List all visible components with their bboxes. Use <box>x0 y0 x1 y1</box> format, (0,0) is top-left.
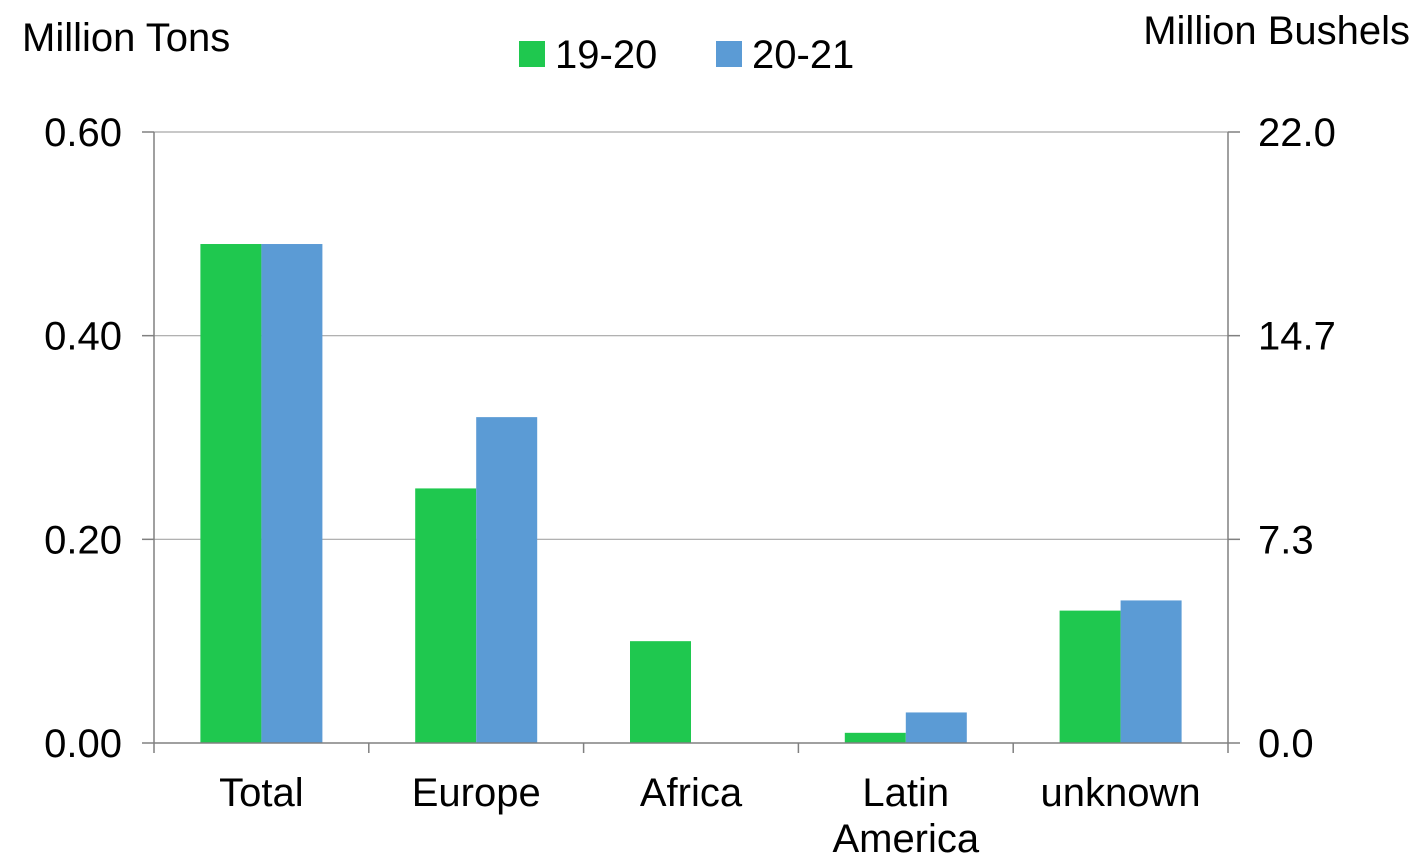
gridlines <box>154 131 1228 540</box>
right-y-tick-label: 14.7 <box>1258 315 1336 359</box>
left-y-tick-label: 0.00 <box>44 722 122 766</box>
legend-swatch <box>519 41 545 67</box>
right-y-axis-label: Million Bushels <box>1143 9 1410 53</box>
left-y-tick-label: 0.20 <box>44 518 122 562</box>
right-y-tick-label: 0.0 <box>1258 722 1314 766</box>
axes <box>153 132 1229 744</box>
legend-label: 20-21 <box>752 33 854 77</box>
legend: 19-20 20-21 <box>519 33 854 77</box>
bar <box>1120 600 1182 743</box>
left-y-tick-label: 0.40 <box>44 315 122 359</box>
x-tick-label: Africa <box>640 771 743 815</box>
tick-labels: 0.00 0.0 0.20 7.3 0.40 14.7 0.60 22.0 Total Europ… <box>44 111 1336 861</box>
bar <box>261 244 323 743</box>
right-y-tick-label: 22.0 <box>1258 111 1336 155</box>
left-y-axis-label: Million Tons <box>22 16 230 60</box>
right-y-tick-label: 7.3 <box>1258 518 1314 562</box>
bars <box>200 244 1182 743</box>
bar <box>1059 610 1121 743</box>
bar <box>905 712 967 743</box>
bar <box>844 732 906 743</box>
x-tick-label: Total <box>219 771 304 815</box>
legend-label: 19-20 <box>555 33 657 77</box>
x-tick-label: Europe <box>412 771 541 815</box>
bar <box>630 641 691 743</box>
bar <box>415 488 477 743</box>
bar <box>200 244 262 743</box>
bar <box>476 417 538 743</box>
legend-swatch <box>716 41 742 67</box>
left-y-tick-label: 0.60 <box>44 111 122 155</box>
x-tick-label: unknown <box>1041 771 1201 815</box>
x-tick-label: Latin America <box>832 771 979 861</box>
